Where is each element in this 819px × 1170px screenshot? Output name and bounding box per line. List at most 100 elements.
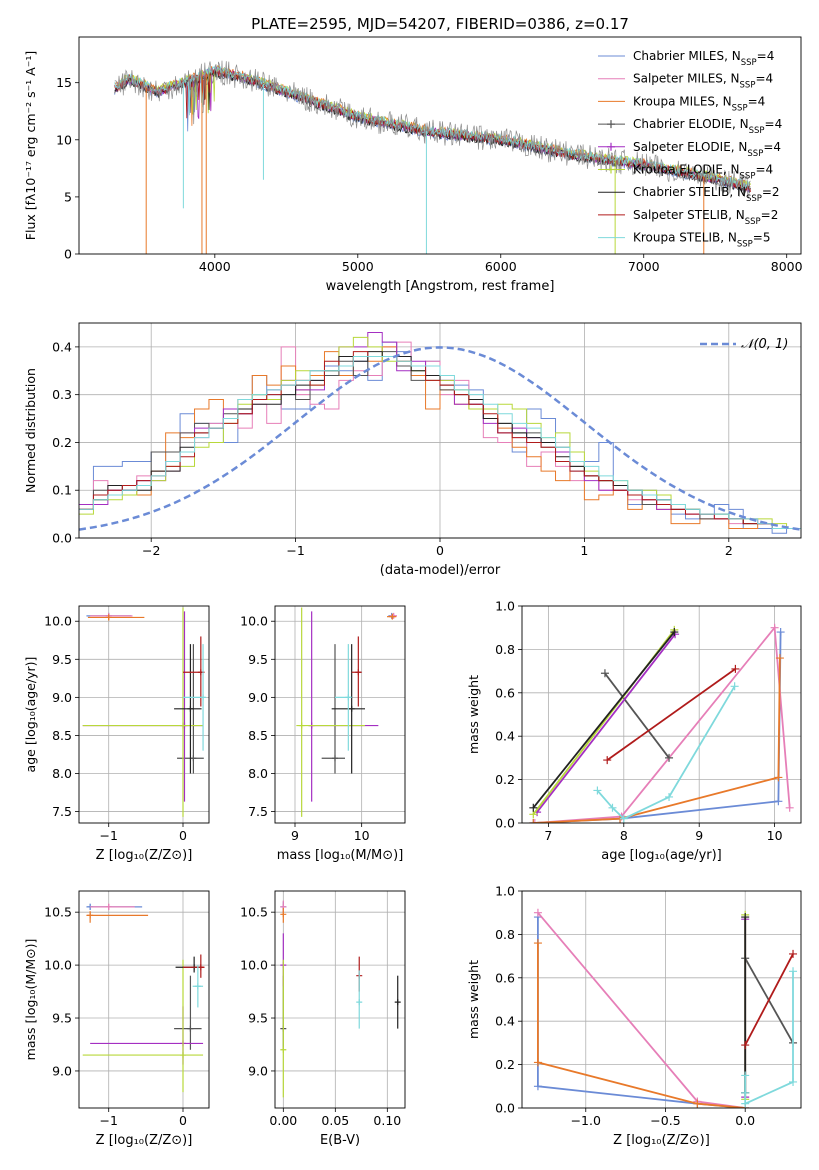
weight-line	[537, 943, 746, 1108]
errorbar-point	[192, 965, 204, 1008]
errorbar-point	[394, 975, 401, 1029]
y-tick-label: 0.4	[495, 1014, 515, 1029]
axes: 7 8 9 10 0.0 0.2 0.4 0.6 0.8 1.0 age [log₁₀(age/yr…	[466, 599, 802, 863]
y-tick-label: 7.5	[248, 804, 268, 819]
y-axis-label: mass [log₁₀(M/M⊙)]	[23, 939, 38, 1061]
axes-frame	[521, 605, 802, 824]
axes: −1 0 9.0 9.5 10.0 10.5 Z [log₁₀(Z/Z⊙)] mass [lo…	[23, 890, 210, 1148]
normal-curve	[79, 346, 801, 531]
data-point	[593, 786, 602, 795]
weight-line	[536, 633, 676, 813]
data-point	[789, 967, 798, 976]
x-tick-label: −0.5	[650, 1113, 680, 1128]
y-tick-label: 15	[56, 75, 72, 90]
data-point	[533, 939, 542, 948]
x-tick-label: 10	[767, 828, 783, 843]
data-point	[529, 803, 538, 812]
data-point	[87, 912, 94, 919]
axes-frame	[78, 890, 210, 1109]
y-tick-label: 10.5	[44, 905, 72, 920]
x-tick-label: 9	[695, 828, 703, 843]
x-axis-label: Z [log₁₀(Z/Z⊙)]	[96, 848, 193, 863]
data-point	[533, 1082, 542, 1091]
x-tick-label: 0.00	[269, 1113, 297, 1128]
y-axis-label: Flux [fλ10⁻¹⁷ erg cm⁻² s⁻¹ A⁻¹]	[23, 51, 38, 240]
data-point	[332, 755, 338, 762]
weight-line	[532, 631, 676, 809]
data-point	[194, 983, 201, 990]
data-point	[775, 654, 784, 663]
plot-area	[82, 903, 205, 1093]
y-tick-label: 0.8	[495, 927, 515, 942]
data-point	[389, 613, 396, 620]
data-point	[789, 949, 798, 958]
panel-mass-vs-Z: −1 0 9.0 9.5 10.0 10.5 Z [log₁₀(Z/Z⊙)] mass [lo…	[23, 890, 210, 1148]
y-tick-label: 1.0	[495, 884, 515, 899]
data-point	[693, 1099, 702, 1108]
x-tick-label: 0	[436, 543, 444, 558]
x-axis-label: Z [log₁₀(Z/Z⊙)]	[613, 1133, 710, 1148]
data-point	[298, 722, 305, 729]
panel-residuals: −2 −1 0 1 2 0.0 0.1 0.2 0.3 0.4 (data-model)/error…	[23, 322, 802, 578]
y-tick-label: 9.0	[52, 690, 72, 705]
panel-age-vs-mass: 9 10 7.5 8.0 8.5 9.0 9.5 10.0 mass [log₁₀(M/M⊙)]	[240, 605, 406, 863]
errorbar-point	[174, 975, 202, 1050]
errorbar-point	[174, 644, 202, 774]
data-point	[619, 814, 628, 823]
y-tick-label: 0.2	[495, 772, 515, 787]
errorbar-point	[90, 903, 135, 911]
errorbar-point	[387, 613, 397, 620]
y-tick-label: 0.0	[52, 531, 72, 546]
data-point	[608, 803, 617, 812]
data-point	[603, 756, 612, 765]
data-point	[789, 1077, 798, 1086]
legend-entry-label: Chabrier MILES, NSSP=4	[633, 49, 774, 68]
histogram-step	[79, 355, 801, 529]
x-axis-label: mass [log₁₀(M/M⊙)]	[277, 848, 404, 863]
data-point	[665, 753, 674, 762]
legend-entry-label: Salpeter STELIB, NSSP=2	[633, 208, 778, 227]
x-tick-label: 9	[291, 828, 299, 843]
y-tick-label: 9.5	[248, 652, 268, 667]
x-tick-label: 8000	[771, 259, 803, 274]
x-tick-label: −1	[286, 543, 304, 558]
axes: 0.00 0.05 0.10 9.0 9.5 10.0 10.5 E(B-V)	[240, 890, 406, 1148]
data-point	[741, 1071, 750, 1080]
legend-entry-label: Salpeter ELODIE, NSSP=4	[633, 140, 781, 159]
errorbar-point	[82, 959, 204, 1093]
x-tick-label: 5000	[342, 259, 374, 274]
weight-line	[606, 668, 736, 761]
data-point	[187, 705, 194, 712]
y-tick-label: 0.6	[495, 970, 515, 985]
errorbar-point	[183, 954, 205, 978]
x-tick-label: 6000	[485, 259, 517, 274]
x-tick-label: 0.0	[735, 1113, 755, 1128]
data-point	[730, 682, 739, 691]
y-tick-label: 9.0	[248, 1063, 268, 1078]
data-point	[105, 614, 112, 621]
y-tick-label: 9.5	[248, 1011, 268, 1026]
x-tick-label: 10	[354, 828, 370, 843]
y-tick-label: 0.2	[495, 1057, 515, 1072]
y-tick-label: 10.0	[240, 614, 268, 629]
data-point	[356, 999, 363, 1006]
x-tick-label: 0.10	[373, 1113, 401, 1128]
data-point	[105, 903, 112, 910]
y-tick-label: 8.0	[52, 766, 72, 781]
errorbar-point	[296, 607, 365, 817]
data-point	[741, 1041, 750, 1050]
y-tick-label: 9.5	[52, 652, 72, 667]
figure-title: PLATE=2595, MJD=54207, FIBERID=0386, z=0…	[251, 15, 629, 33]
x-axis-label: wavelength [Angstrom, rest frame]	[326, 279, 555, 294]
axes-frame	[78, 36, 802, 255]
axes: 9 10 7.5 8.0 8.5 9.0 9.5 10.0 mass [log₁₀(M/M⊙)]	[240, 605, 406, 863]
data-point	[280, 1046, 287, 1053]
data-point	[180, 722, 186, 729]
data-point	[530, 819, 539, 823]
data-point	[665, 792, 674, 801]
spectrum-observed-line	[114, 60, 751, 199]
spectrum-model-line	[114, 66, 751, 193]
y-tick-label: 7.5	[52, 804, 72, 819]
data-point	[180, 1052, 186, 1059]
axes-frame	[78, 605, 210, 824]
